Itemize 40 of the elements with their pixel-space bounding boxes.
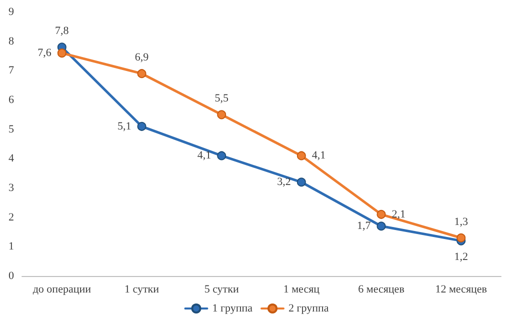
y-tick-label: 8 bbox=[8, 35, 14, 48]
x-tick-label: 1 месяц bbox=[283, 284, 320, 296]
data-label: 6,9 bbox=[134, 52, 150, 64]
y-tick-label: 2 bbox=[8, 211, 14, 224]
point bbox=[137, 69, 146, 78]
point bbox=[217, 110, 226, 120]
point bbox=[376, 222, 386, 231]
y-tick-label: 0 bbox=[8, 270, 14, 282]
y-tick-label: 6 bbox=[8, 94, 14, 106]
data-label: 5,1 bbox=[118, 120, 132, 132]
y-tick-label: 9 bbox=[8, 6, 14, 18]
data-label: 4,1 bbox=[312, 150, 326, 162]
point bbox=[57, 48, 66, 58]
data-label: 1,2 bbox=[454, 250, 468, 263]
legend-label: 2 группа bbox=[288, 302, 329, 314]
x-tick-label: 12 месяцев bbox=[435, 284, 487, 296]
x-tick-label: 5 сутки bbox=[204, 284, 239, 296]
y-tick-label: 5 bbox=[8, 123, 14, 136]
x-tick-label: 1 сутки bbox=[124, 284, 160, 296]
point bbox=[217, 151, 226, 160]
point bbox=[296, 178, 306, 187]
point bbox=[137, 122, 146, 131]
point bbox=[376, 210, 386, 219]
y-tick-label: 1 bbox=[8, 240, 14, 253]
y-tick-label: 7 bbox=[8, 64, 14, 77]
x-tick-label: до операции bbox=[32, 284, 92, 296]
point bbox=[296, 151, 306, 160]
y-tick-label: 4 bbox=[8, 152, 14, 165]
data-label: 4,1 bbox=[197, 150, 212, 162]
legend-label: 1 группа bbox=[212, 302, 253, 314]
data-label: 3,2 bbox=[277, 176, 291, 188]
data-label: 1,3 bbox=[454, 216, 468, 228]
x-tick-label: 6 месяцев bbox=[358, 284, 404, 296]
point bbox=[456, 233, 466, 242]
y-tick-label: 3 bbox=[8, 182, 14, 194]
data-label: 2,1 bbox=[392, 208, 406, 220]
data-label: 5,5 bbox=[214, 92, 229, 105]
data-label: 7,6 bbox=[38, 47, 52, 60]
data-label: 7,8 bbox=[55, 25, 70, 38]
data-label: 1,7 bbox=[357, 220, 372, 232]
